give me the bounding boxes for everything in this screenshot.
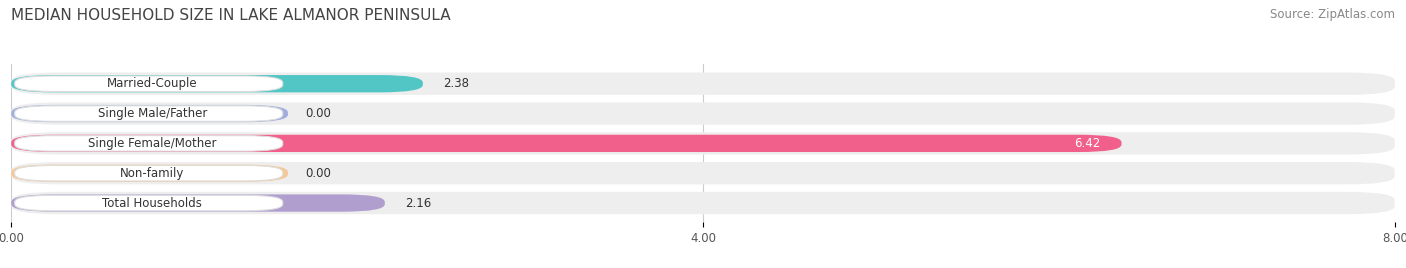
FancyBboxPatch shape [14, 76, 283, 91]
Text: 2.38: 2.38 [444, 77, 470, 90]
Text: Single Female/Mother: Single Female/Mother [89, 137, 217, 150]
FancyBboxPatch shape [11, 102, 1395, 125]
Text: Source: ZipAtlas.com: Source: ZipAtlas.com [1270, 8, 1395, 21]
FancyBboxPatch shape [11, 132, 1395, 155]
Text: MEDIAN HOUSEHOLD SIZE IN LAKE ALMANOR PENINSULA: MEDIAN HOUSEHOLD SIZE IN LAKE ALMANOR PE… [11, 8, 451, 23]
FancyBboxPatch shape [11, 194, 385, 212]
FancyBboxPatch shape [11, 135, 1122, 152]
Text: 2.16: 2.16 [405, 196, 432, 210]
Text: 0.00: 0.00 [305, 167, 332, 180]
Text: Non-family: Non-family [120, 167, 184, 180]
FancyBboxPatch shape [11, 73, 1395, 95]
FancyBboxPatch shape [11, 105, 288, 122]
Text: 0.00: 0.00 [305, 107, 332, 120]
FancyBboxPatch shape [14, 106, 283, 121]
Text: Single Male/Father: Single Male/Father [97, 107, 207, 120]
FancyBboxPatch shape [14, 136, 283, 151]
FancyBboxPatch shape [11, 162, 1395, 184]
Text: Total Households: Total Households [103, 196, 202, 210]
FancyBboxPatch shape [11, 192, 1395, 214]
FancyBboxPatch shape [14, 195, 283, 211]
Text: Married-Couple: Married-Couple [107, 77, 197, 90]
FancyBboxPatch shape [14, 165, 283, 181]
FancyBboxPatch shape [11, 165, 288, 182]
FancyBboxPatch shape [11, 75, 423, 92]
Text: 6.42: 6.42 [1074, 137, 1101, 150]
